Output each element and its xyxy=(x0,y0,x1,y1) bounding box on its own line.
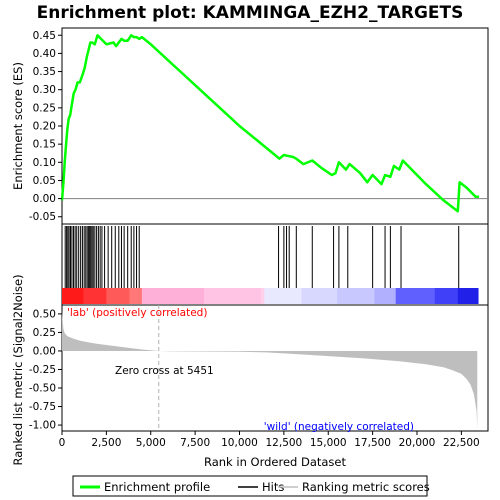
color-bar-segment xyxy=(337,288,375,304)
color-bar-segment xyxy=(129,288,143,304)
es-panel xyxy=(61,27,489,225)
rank-ytick-label: -0.75 xyxy=(29,401,56,413)
rank-ytick-label: -1.00 xyxy=(29,420,56,432)
xtick-label: 2,500 xyxy=(91,437,121,449)
rank-ytick-label: 0.50 xyxy=(33,308,56,320)
xtick-label: 0 xyxy=(59,437,66,449)
color-bar-segment xyxy=(106,288,130,304)
color-bar-segment xyxy=(141,288,205,304)
color-bar-segment xyxy=(301,288,338,304)
legend-ranking-label: Ranking metric scores xyxy=(302,480,430,494)
color-bar-segment xyxy=(457,288,479,304)
legend: Enrichment profile Hits Ranking metric s… xyxy=(72,475,430,497)
xtick-label: 22,500 xyxy=(443,437,480,449)
legend-hits-label: Hits xyxy=(262,480,284,494)
color-bar-segment xyxy=(374,288,396,304)
correlation-color-bar xyxy=(62,288,479,304)
es-axis-title: Enrichment score (ES) xyxy=(11,62,25,190)
x-axis-title: Rank in Ordered Dataset xyxy=(204,455,347,469)
color-bar-segment xyxy=(260,288,265,304)
xtick-label: 17,500 xyxy=(354,437,391,449)
axes-layer: -0.05 0.00 0.05 0.10 0.15 0.20 0.25 0.30 0.35 0.4… xyxy=(29,30,480,449)
rank-ytick-label: 0.25 xyxy=(33,327,56,339)
es-ytick-label: 0.15 xyxy=(33,139,56,151)
color-bar-segment xyxy=(434,288,459,304)
es-ytick-label: -0.05 xyxy=(29,211,56,223)
xtick-label: 5,000 xyxy=(136,437,166,449)
es-ytick-label: 0.05 xyxy=(33,175,56,187)
es-ytick-label: 0.45 xyxy=(33,30,56,42)
zero-cross-label: Zero cross at 5451 xyxy=(115,365,214,377)
xtick-label: 15,000 xyxy=(310,437,347,449)
es-ytick-label: 0.40 xyxy=(33,48,56,60)
es-layer xyxy=(60,34,488,213)
legend-box xyxy=(72,475,428,497)
es-ytick-label: 0.25 xyxy=(33,102,56,114)
positive-label: 'lab' (positively correlated) xyxy=(67,307,207,319)
rank-axis-title: Ranked list metric (Signal2Noise) xyxy=(11,274,25,465)
hits-layer xyxy=(64,226,460,288)
xtick-label: 7,500 xyxy=(180,437,210,449)
rank-ytick-label: -0.25 xyxy=(29,364,56,376)
color-bar-segment xyxy=(204,288,262,304)
xtick-label: 20,000 xyxy=(399,437,436,449)
ranking-panel xyxy=(61,304,489,432)
color-bar-segment xyxy=(83,288,107,304)
xtick-label: 10,000 xyxy=(221,437,258,449)
enrichment-profile-line xyxy=(60,34,480,213)
es-ytick-label: 0.35 xyxy=(33,66,56,78)
color-bar-segment xyxy=(62,288,84,304)
es-ytick-label: 0.20 xyxy=(33,121,56,133)
chart-title: Enrichment plot: KAMMINGA_EZH2_TARGETS xyxy=(37,3,464,23)
es-ytick-label: 0.10 xyxy=(33,157,56,169)
ranking-layer xyxy=(62,305,478,431)
xtick-label: 12,500 xyxy=(266,437,303,449)
legend-enrichment-label: Enrichment profile xyxy=(104,480,210,494)
color-bar-segment xyxy=(264,288,302,304)
rank-ytick-label: 0.00 xyxy=(33,345,56,357)
negative-label: 'wild' (negatively correlated) xyxy=(264,421,414,433)
rank-ytick-label: -0.50 xyxy=(29,383,56,395)
es-ytick-label: 0.30 xyxy=(33,84,56,96)
color-bar-segment xyxy=(395,288,436,304)
es-ytick-label: 0.00 xyxy=(33,193,56,205)
